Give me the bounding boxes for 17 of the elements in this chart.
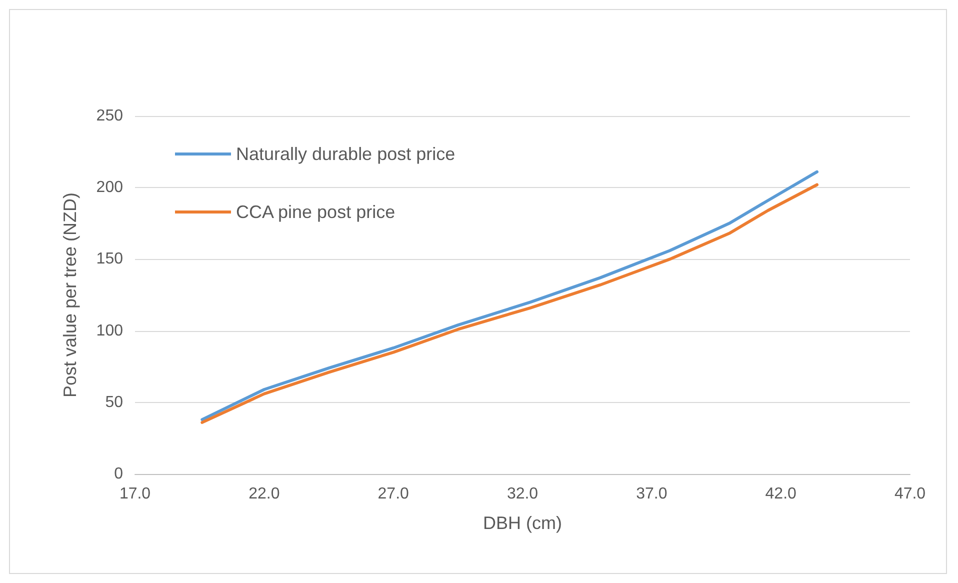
x-tick-label: 32.0 xyxy=(506,486,538,502)
legend-label: CCA pine post price xyxy=(236,202,396,222)
x-tick-label: 47.0 xyxy=(894,486,926,502)
x-tick-label: 22.0 xyxy=(248,486,280,502)
y-tick-label: 250 xyxy=(96,108,124,124)
y-tick-label: 50 xyxy=(105,394,124,411)
y-tick-label: 100 xyxy=(96,322,124,340)
x-tick-label: 17.0 xyxy=(119,486,151,502)
x-tick-label: 37.0 xyxy=(636,486,668,502)
y-tick-label: 150 xyxy=(96,250,124,268)
y-tick-label: 200 xyxy=(96,179,124,196)
legend-label: Naturally durable post price xyxy=(236,144,456,164)
x-axis-title: DBH (cm) xyxy=(483,513,562,533)
y-tick-label: 0 xyxy=(114,466,124,482)
x-tick-label: 27.0 xyxy=(378,486,410,502)
x-tick-label: 42.0 xyxy=(765,486,797,502)
y-axis-title: Post value per tree (NZD) xyxy=(60,192,80,398)
